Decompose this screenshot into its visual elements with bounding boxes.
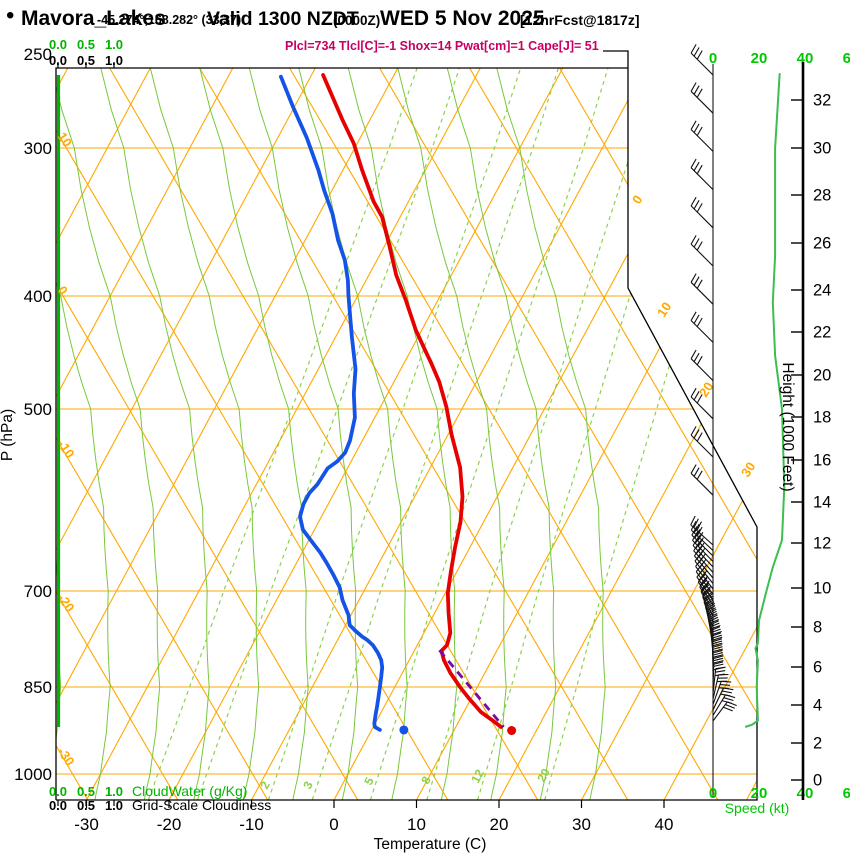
height-tick-label: 24 (813, 282, 831, 300)
valid-date: WED 5 Nov 2025 (380, 7, 545, 30)
cloudiness-scale-label: 1.0 (105, 798, 123, 813)
speed-tick-label: 60 (843, 785, 850, 802)
surface-dewpoint-dot (399, 725, 409, 735)
dry-adiabats (56, 68, 757, 800)
title-bullet-icon: • (6, 2, 15, 29)
isotherm-label: 0 (629, 192, 646, 206)
cloudwater-scale-label: 0.0 (49, 37, 67, 52)
temperature-tick-label: 40 (655, 815, 674, 834)
cloudiness-scale-label: 1.0 (105, 53, 123, 68)
isotherm-label: 30 (738, 459, 758, 479)
cloudwater-axis-title: CloudWater (g/Kg) (132, 783, 247, 799)
isotherm-label: 20 (696, 379, 716, 399)
height-tick-label: 30 (813, 140, 831, 158)
cloudwater-scale-label: 0.0 (49, 784, 67, 799)
parcel-line (438, 649, 505, 728)
plot-area (56, 68, 757, 800)
speed-tick-label: 40 (797, 50, 814, 67)
speed-tick-label: 60 (843, 50, 850, 67)
sounding-parameters: Plcl=734 Tlcl[C]=-1 Shox=14 Pwat[cm]=1 C… (285, 39, 599, 53)
height-tick-label: 2 (813, 735, 822, 753)
mixing-ratio-label: 20 (534, 766, 553, 785)
height-tick-label: 14 (813, 494, 831, 512)
temperature-curve (321, 73, 503, 729)
valid-time: Valid 1300 NZDT (207, 8, 359, 30)
cloud-scales: 0.00.00.00.00.50.50.50.51.01.01.01.0Clou… (49, 37, 271, 813)
temperature-tick-label: 0 (329, 815, 338, 834)
height-tick-label: 8 (813, 619, 822, 637)
temperature-tick-label: -10 (239, 815, 264, 834)
temperature-tick-label: -30 (74, 815, 99, 834)
speed-tick-label: 0 (709, 785, 717, 802)
height-tick-label: 0 (813, 772, 822, 790)
height-tick-label: 6 (813, 659, 822, 677)
pressure-axis-title: P (hPa) (0, 409, 16, 461)
height-tick-label: 32 (813, 92, 831, 110)
pressure-tick-label: 400 (24, 287, 52, 306)
dry-adiabat-label: 10 (55, 129, 76, 149)
temperature-tick-label: -20 (157, 815, 182, 834)
surface-temperature-dot (507, 726, 517, 736)
pressure-tick-label: 250 (24, 45, 52, 64)
moist-adiabats (56, 68, 606, 800)
height-axis-title: Height (1000 Feet) (779, 362, 796, 491)
speed-tick-label: 40 (797, 785, 814, 802)
cloudiness-scale-label: 0.5 (77, 798, 95, 813)
mixing-ratio-lines (147, 68, 757, 800)
pressure-tick-label: 500 (24, 400, 52, 419)
mixing-ratio-label: 3 (300, 779, 316, 792)
valid-time-z: (0000Z) (333, 13, 381, 28)
pressure-tick-label: 300 (24, 139, 52, 158)
mixing-ratio-label: 5 (361, 775, 377, 788)
height-tick-label: 16 (813, 452, 831, 470)
height-tick-label: 12 (813, 535, 831, 553)
temperature-tick-label: 30 (572, 815, 591, 834)
speed-tick-label: 20 (751, 785, 768, 802)
pressure-tick-label: 850 (24, 678, 52, 697)
cloudwater-scale-label: 0.5 (77, 784, 95, 799)
station-coordinates: -45.274°,168.282° (33,37) (97, 13, 242, 27)
height-tick-label: 26 (813, 235, 831, 253)
height-tick-label: 20 (813, 367, 831, 385)
pressure-tick-label: 700 (24, 582, 52, 601)
isotherms (56, 68, 757, 800)
isotherm-label: 10 (654, 299, 674, 319)
cloudwater-scale-label: 1.0 (105, 37, 123, 52)
speed-axis-title: Speed (kt) (725, 800, 790, 816)
cloudiness-axis-title: Grid-Scale Cloudiness (132, 797, 271, 813)
height-tick-label: 10 (813, 580, 831, 598)
temperature-tick-label: 10 (407, 815, 426, 834)
temperature-axis-title: Temperature (C) (374, 836, 487, 853)
height-tick-label: 28 (813, 187, 831, 205)
height-tick-label: 4 (813, 697, 822, 715)
height-tick-label: 22 (813, 324, 831, 342)
mixing-ratio-label: 8 (418, 774, 434, 787)
wind-barbs (690, 44, 737, 798)
wind-speed-curve (744, 73, 786, 728)
profiles (279, 73, 517, 736)
speed-scale: 00202040406060Speed (kt) (709, 50, 850, 816)
mixing-ratio-label: 12 (468, 767, 487, 786)
cloudiness-scale-label: 0.0 (49, 53, 67, 68)
cloudwater-scale-label: 1.0 (105, 784, 123, 799)
cloudwater-scale-label: 0.5 (77, 37, 95, 52)
cloudiness-scale-label: 0.5 (77, 53, 95, 68)
station-name: Mavora_Lakes (21, 7, 166, 30)
height-tick-label: 18 (813, 409, 831, 427)
dewpoint-curve (279, 74, 385, 732)
temperature-tick-label: 20 (490, 815, 509, 834)
plot-border (55, 50, 758, 801)
speed-tick-label: 20 (751, 50, 768, 67)
cloudiness-scale-label: 0.0 (49, 798, 67, 813)
pressure-tick-labels: 250 300 400 500 700 850 1000 P (hPa) (0, 45, 52, 784)
speed-tick-label: 0 (709, 50, 717, 67)
mixing-ratio-label: 2 (257, 779, 273, 792)
temperature-tick-labels: -30 -20 -10 0 10 20 30 40 Temperature (C) (74, 800, 673, 853)
forecast-tag: [12hrFcst@1817z] (520, 12, 640, 28)
pressure-tick-label: 1000 (14, 765, 52, 784)
